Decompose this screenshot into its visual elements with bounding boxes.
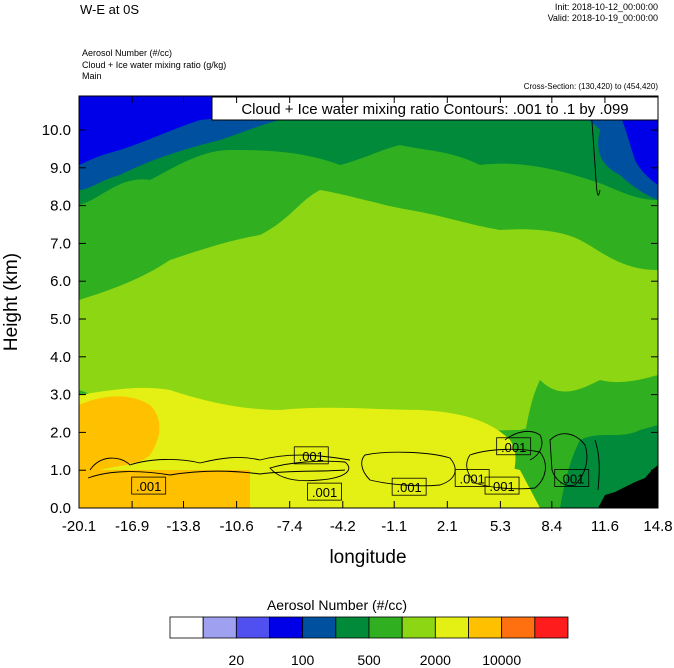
contour-label: .001 [131,476,167,495]
y-tick-label: 7.0 [50,235,71,252]
plot-title: W-E at 0S [80,2,140,17]
x-tick-label: -4.2 [330,518,356,535]
x-tick-label: 8.4 [541,518,562,535]
y-tick-label: 1.0 [50,462,71,479]
field-label-cloud: Cloud + Ice water mixing ratio (g/kg) [82,60,227,70]
colorbar-labels: 20 100 500 2000 10000 [170,652,568,668]
colorbar-swatch [235,616,270,639]
colorbar-swatch [534,616,569,639]
colorbar-swatch [269,616,304,639]
y-tick-label: 10.0 [42,122,71,139]
colorbar [169,616,569,639]
x-tick-label: 5.3 [490,518,511,535]
contour-label-text: .001 [559,472,584,487]
chart-title: Cloud + Ice water mixing ratio Contours:… [241,101,628,118]
colorbar-swatch [335,616,370,639]
x-tick-label: 11.6 [591,518,619,535]
y-tick-label: 9.0 [50,160,71,177]
field-label-aerosol: Aerosol Number (#/cc) [82,48,173,58]
colorbar-swatch [501,616,536,639]
contour-label: .001 [554,469,590,487]
colorbar-label: 500 [357,652,381,668]
x-tick-label: -7.4 [277,518,303,535]
colorbar-swatch [368,616,403,639]
contour-label-text: .001 [489,479,514,494]
y-tick-label: 4.0 [50,349,71,366]
colorbar-swatch [401,616,436,639]
y-tick-label: 6.0 [50,273,71,290]
colorbar-label: 2000 [419,652,451,668]
contour-label: .001 [484,476,520,495]
valid-time: Valid: 2018-10-19_00:00:00 [547,13,658,23]
cross-section-label: Cross-Section: (130,420) to (454,420) [523,82,658,91]
y-tick-label: 3.0 [50,387,71,404]
contour-label: .001 [454,469,490,487]
y-tick-label: 8.0 [50,198,71,215]
colorbar-swatch [468,616,503,639]
x-tick-label: 2.1 [437,518,458,535]
x-tick-label: 14.8 [643,518,672,535]
plot-frame [78,95,659,509]
y-tick-label: 0.0 [50,500,71,517]
colorbar-swatch [169,616,204,639]
y-tick-label: 2.0 [50,424,71,441]
contour-label-text: .001 [501,440,526,455]
contour-label-layer: .001 .001 .001 .001 .001 .001 .001 .001 [131,437,590,501]
contour-label-text: .001 [136,479,161,494]
contour-label: .001 [496,437,532,456]
colorbar-label: 20 [228,652,245,668]
colorbar-title: Aerosol Number (#/cc) [266,597,408,613]
colorbar-swatch [434,616,469,639]
x-tick-label: -20.1 [62,518,96,535]
colorbar-label: 100 [290,652,315,668]
contour-label-text: .001 [396,480,421,495]
contour-label-text: .001 [460,472,485,487]
colorbar-swatch [302,616,337,639]
x-tick-label: -13.8 [166,518,200,535]
contour-label-text: .001 [299,449,324,464]
contour-label: .001 [293,446,329,465]
x-tick-label: -1.1 [381,518,407,535]
y-axis-label: Height (km) [1,253,22,351]
heatmap-field [79,96,658,508]
y-tick-label: 5.0 [50,311,71,328]
contour-label: .001 [391,477,427,496]
chart-title-box: Cloud + Ice water mixing ratio Contours:… [211,96,659,121]
colorbar-label: 10000 [482,652,522,668]
x-axis-label: longitude [329,547,406,568]
field-label-main: Main [82,71,102,81]
init-time: Init: 2018-10-12_00:00:00 [554,2,658,12]
contour-label-text: .001 [312,485,337,500]
y-axis: 0.0 1.0 2.0 3.0 4.0 5.0 6.0 7.0 8.0 9.0 10.0 [42,122,658,517]
contour-label: .001 [307,482,342,501]
x-tick-label: -10.6 [220,518,254,535]
x-tick-label: -16.9 [115,518,149,535]
x-axis: -20.1 -16.9 -13.8 -10.6 -7.4 -4.2 -1.1 2.1 5.3 8.… [62,96,673,535]
colorbar-swatch [202,616,237,639]
